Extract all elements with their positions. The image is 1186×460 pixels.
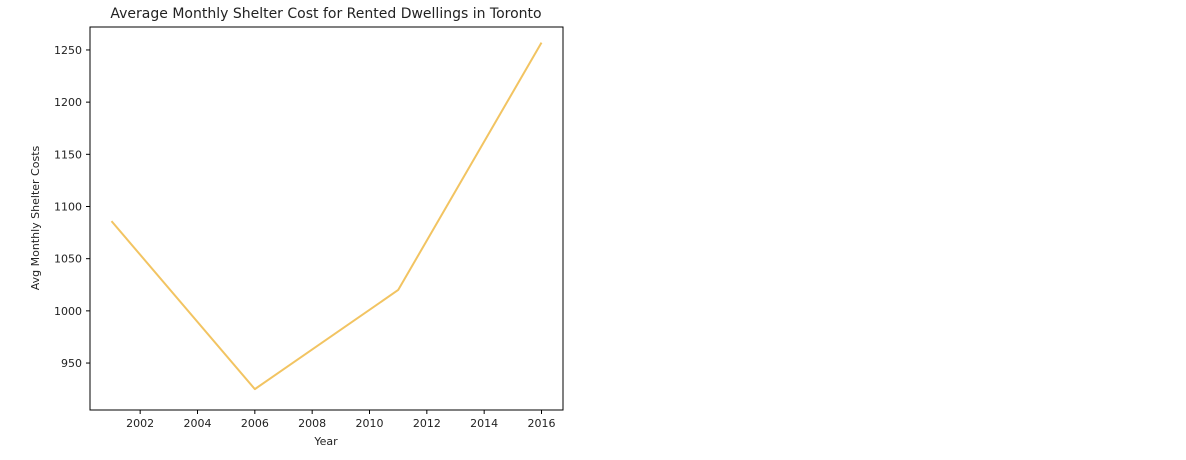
x-tick-label: 2006 xyxy=(241,417,269,430)
y-tick-label: 1050 xyxy=(54,253,82,266)
plot-frame xyxy=(89,26,564,411)
y-axis-ticks: 950 1000 1050 1100 1150 1200 1250 xyxy=(54,44,90,370)
y-axis-label: Avg Monthly Shelter Costs xyxy=(29,146,42,291)
y-tick-label: 1200 xyxy=(54,96,82,109)
y-tick-label: 1250 xyxy=(54,44,82,57)
x-tick-label: 2004 xyxy=(184,417,212,430)
x-tick-label: 2008 xyxy=(298,417,326,430)
x-tick-label: 2016 xyxy=(528,417,556,430)
y-tick-label: 1150 xyxy=(54,148,82,161)
plot-area: 2002 2004 2006 2008 2010 2012 2014 2016 950 1000… xyxy=(54,26,564,430)
x-axis-ticks: 2002 2004 2006 2008 2010 2012 2014 2016 xyxy=(126,410,556,430)
series-line xyxy=(110,42,543,391)
y-tick-label: 950 xyxy=(61,357,82,370)
x-tick-label: 2012 xyxy=(413,417,441,430)
x-tick-label: 2002 xyxy=(126,417,154,430)
y-tick-label: 1100 xyxy=(54,200,82,213)
x-axis-label: Year xyxy=(313,435,338,448)
chart-title: Average Monthly Shelter Cost for Rented … xyxy=(110,6,541,22)
y-tick-label: 1000 xyxy=(54,305,82,318)
x-tick-label: 2014 xyxy=(470,417,498,430)
series-layer xyxy=(110,42,543,391)
x-tick-label: 2010 xyxy=(356,417,384,430)
